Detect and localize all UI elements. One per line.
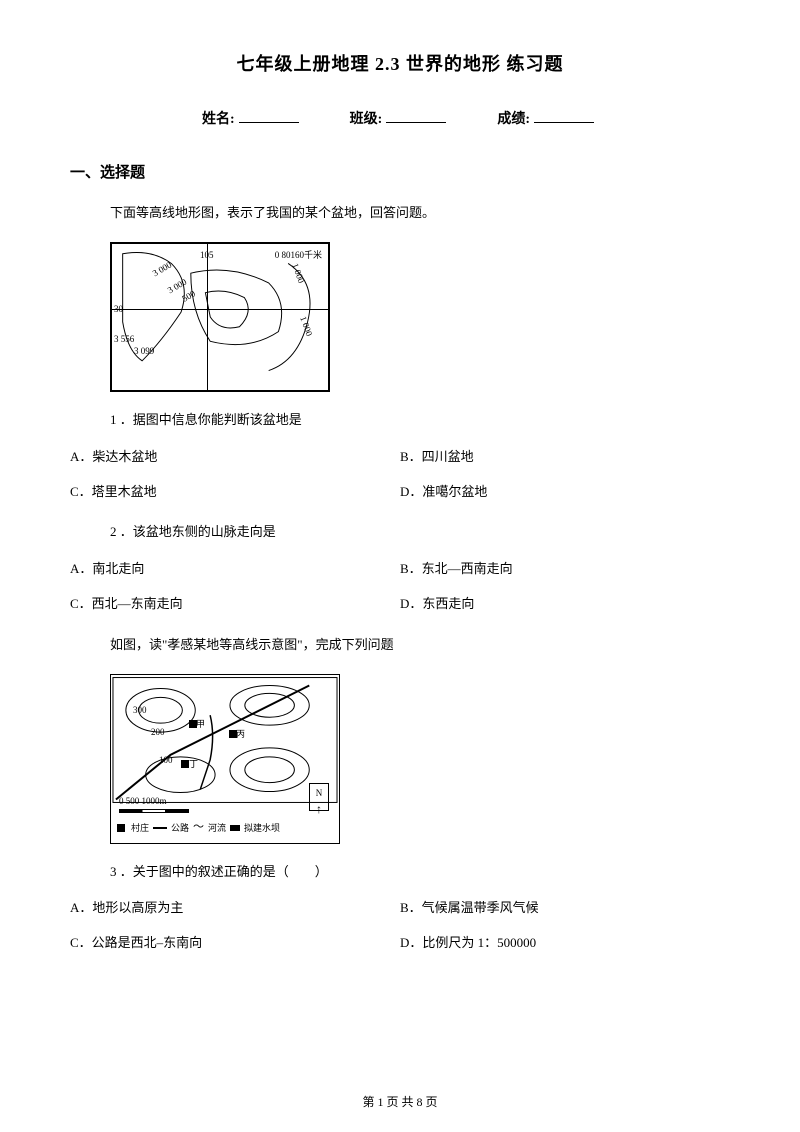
map2-100: 100 xyxy=(159,753,173,767)
question-1-options: A．柴达木盆地 B．四川盆地 C．塔里木盆地 D．准噶尔盆地 xyxy=(70,447,730,503)
question-3: 3 ．关于图中的叙述正确的是（ ） xyxy=(110,862,730,883)
q2-opt-c[interactable]: C．西北—东南走向 xyxy=(70,594,400,615)
q1-opt-c[interactable]: C．塔里木盆地 xyxy=(70,482,400,503)
score-blank[interactable] xyxy=(534,122,594,123)
question-1: 1 ．据图中信息你能判断该盆地是 xyxy=(110,410,730,431)
q1-opt-a[interactable]: A．柴达木盆地 xyxy=(70,447,400,468)
map2-bing: 丙 xyxy=(236,727,245,741)
map2-200: 200 xyxy=(151,725,165,739)
section-heading-1: 一、选择题 xyxy=(70,161,730,185)
map2-300: 300 xyxy=(133,703,147,717)
q2-opt-b[interactable]: B．东北—西南走向 xyxy=(400,559,730,580)
q2-opt-a[interactable]: A．南北走向 xyxy=(70,559,400,580)
q3-opt-b[interactable]: B．气候属温带季风气候 xyxy=(400,898,730,919)
score-label: 成绩: xyxy=(497,112,530,127)
intro-2: 如图，读"孝感某地等高线示意图"，完成下列问题 xyxy=(110,635,730,656)
q2-opt-d[interactable]: D．东西走向 xyxy=(400,594,730,615)
class-label: 班级: xyxy=(350,112,383,127)
intro-1: 下面等高线地形图，表示了我国的某个盆地，回答问题。 xyxy=(110,203,730,224)
q1-opt-b[interactable]: B．四川盆地 xyxy=(400,447,730,468)
question-3-options: A．地形以高原为主 B．气候属温带季风气候 C．公路是西北–东南向 D．比例尺为… xyxy=(70,898,730,954)
map2-scale: 0 500 1000m xyxy=(119,794,167,808)
page-title: 七年级上册地理 2.3 世界的地形 练习题 xyxy=(70,50,730,79)
page-footer: 第 1 页 共 8 页 xyxy=(0,1093,800,1112)
map-figure-2: 300 200 100 甲 丙 丁 N ↑ 0 500 1000m 村庄 公路 … xyxy=(110,674,340,844)
question-2-options: A．南北走向 B．东北—西南走向 C．西北—东南走向 D．东西走向 xyxy=(70,559,730,615)
q3-opt-d[interactable]: D．比例尺为 1：500000 xyxy=(400,933,730,954)
map2-ding: 丁 xyxy=(189,757,198,771)
map2-jia: 甲 xyxy=(196,717,205,731)
q3-opt-c[interactable]: C．公路是西北–东南向 xyxy=(70,933,400,954)
q1-opt-d[interactable]: D．准噶尔盆地 xyxy=(400,482,730,503)
map2-legend: 村庄 公路 〜河流 拟建水坝 xyxy=(117,819,280,837)
q3-opt-a[interactable]: A．地形以高原为主 xyxy=(70,898,400,919)
class-blank[interactable] xyxy=(386,122,446,123)
name-label: 姓名: xyxy=(202,112,235,127)
question-2: 2 ．该盆地东侧的山脉走向是 xyxy=(110,522,730,543)
map-figure-1: 105 0 80160千米 30 3 556 3 099 3 000 3 000… xyxy=(110,242,330,392)
north-arrow: N ↑ xyxy=(309,783,329,811)
name-blank[interactable] xyxy=(239,122,299,123)
info-row: 姓名: 班级: 成绩: xyxy=(70,109,730,131)
